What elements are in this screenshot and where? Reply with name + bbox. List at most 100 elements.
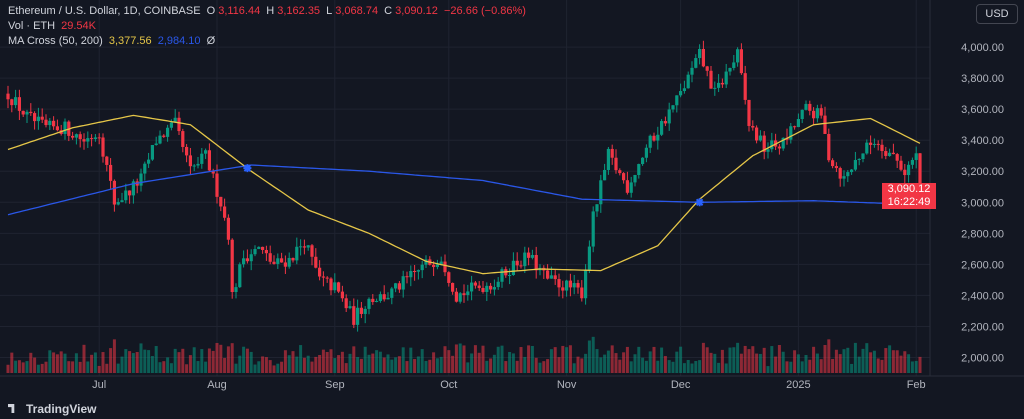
open-label: O (206, 5, 216, 17)
volume-bar (435, 358, 439, 373)
symbol-title[interactable]: Ethereum / U.S. Dollar, 1D, COINBASE (8, 5, 201, 17)
candle-body (679, 91, 683, 96)
candle-body (390, 288, 394, 298)
volume-bar (511, 353, 515, 373)
price-tick-label: 3,400.00 (961, 135, 1004, 147)
low-value: 3,068.74 (335, 5, 379, 17)
volume-bar (489, 358, 493, 373)
volume-bar (196, 361, 200, 373)
volume-bar (432, 352, 436, 373)
volume-bar (766, 366, 770, 373)
volume-bar (150, 356, 154, 373)
volume-bar (447, 350, 451, 373)
volume-bar (219, 344, 223, 373)
volume-bar (546, 359, 550, 373)
currency-button[interactable]: USD (976, 4, 1018, 24)
tradingview-logo[interactable]: TradingView (8, 402, 96, 416)
volume-bar (382, 357, 386, 373)
candle-body (242, 258, 246, 265)
candle-body (606, 148, 610, 170)
candle-body (86, 138, 90, 142)
candle-body (907, 164, 911, 176)
candle-body (584, 269, 588, 299)
candle-body (177, 117, 181, 132)
hide-indicator-icon[interactable]: Ø (206, 35, 216, 47)
candle-body (736, 49, 740, 63)
candle-body (188, 155, 192, 167)
volume-legend[interactable]: Vol · ETH 29.54K (8, 20, 99, 32)
candle-body (660, 121, 664, 135)
volume-bar (443, 346, 447, 373)
candle-body (10, 99, 14, 106)
candle-body (831, 160, 835, 167)
candle-body (622, 173, 626, 181)
candle-body (432, 264, 436, 268)
candle-body (211, 170, 215, 174)
candle-body (291, 257, 295, 261)
price-tick-label: 2,000.00 (961, 352, 1004, 364)
volume-bar (667, 360, 671, 373)
volume-bar (97, 365, 101, 373)
volume-bar (67, 361, 71, 373)
volume-bar (914, 360, 918, 373)
candle-body (215, 173, 219, 197)
ma200-value: 2,984.10 (157, 35, 201, 47)
candle-body (185, 146, 189, 156)
candle-body (751, 125, 755, 128)
volume-bar (473, 345, 477, 373)
volume-bar (587, 340, 591, 373)
candle-body (454, 291, 458, 302)
ma-cross-legend[interactable]: MA Cross (50, 200) 3,377.56 2,984.10 Ø (8, 35, 218, 47)
volume-bar (671, 361, 675, 373)
candle-body (120, 200, 124, 203)
candle-body (656, 134, 660, 141)
volume-bar (454, 344, 458, 373)
last-price-tag: 3,090.12 (882, 183, 936, 196)
volume-bar (865, 343, 869, 373)
candle-body (918, 153, 922, 189)
volume-bar (90, 354, 94, 373)
candle-body (397, 283, 401, 290)
volume-bar (504, 361, 508, 373)
candle-body (489, 285, 493, 290)
candle-body (181, 131, 185, 147)
candle-body (17, 97, 21, 111)
candle-body (823, 115, 827, 134)
candle-body (447, 272, 451, 283)
time-tick-label: Nov (557, 379, 577, 391)
candle-body (131, 181, 135, 196)
volume-bar (413, 359, 417, 373)
volume-bar (272, 365, 276, 373)
volume-bar (660, 347, 664, 373)
volume-bar (804, 355, 808, 373)
volume-bar (758, 353, 762, 373)
volume-bar (21, 362, 25, 373)
candle-body (903, 169, 907, 176)
volume-bar (492, 354, 496, 373)
candle-body (492, 287, 496, 290)
volume-bar (652, 346, 656, 373)
candle-body (272, 261, 276, 264)
candle-body (268, 253, 272, 262)
candle-body (834, 166, 838, 169)
volume-bar (74, 353, 78, 373)
candle-body (352, 306, 356, 325)
candle-body (97, 137, 101, 139)
candle-body (747, 99, 751, 126)
candle-body (409, 270, 413, 278)
volume-bar (553, 347, 557, 373)
volume-bar (622, 352, 626, 373)
candle-body (850, 169, 854, 173)
volume-bar (846, 347, 850, 373)
ma200-line (7, 164, 921, 216)
price-tick-label: 2,400.00 (961, 290, 1004, 302)
volume-bar (527, 345, 531, 373)
candle-body (587, 246, 591, 270)
candle-body (276, 258, 280, 264)
volume-bar (819, 359, 823, 373)
candle-body (641, 157, 645, 165)
candle-body (869, 142, 873, 145)
volume-bar (774, 356, 778, 373)
candle-body (546, 270, 550, 279)
